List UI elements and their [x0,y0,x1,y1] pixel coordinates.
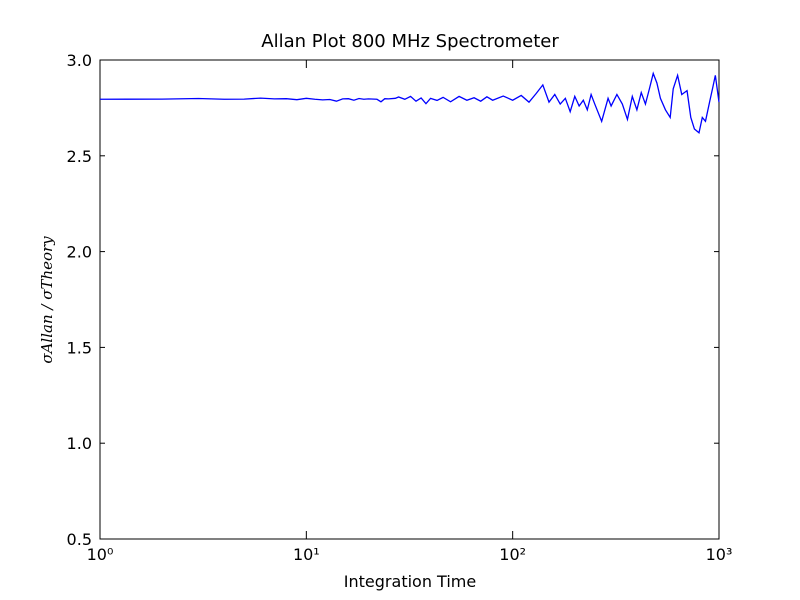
y-tick-label: 1.5 [67,338,92,357]
y-tick-label: 1.0 [67,434,92,453]
y-tick-label: 2.5 [67,147,92,166]
chart-title: Allan Plot 800 MHz Spectrometer [261,31,559,52]
y-axis-label: σAllan / σTheory [38,236,56,364]
y-tick-label: 3.0 [67,51,92,70]
x-tick-label: 10² [499,545,526,564]
x-tick-label: 10³ [706,545,733,564]
x-axis-label: Integration Time [344,572,476,591]
x-tick-label: 10⁰ [87,545,114,564]
plot-frame [99,59,720,540]
data-line [99,71,720,134]
y-tick-label: 0.5 [67,530,92,549]
x-tick-label: 10¹ [293,545,320,564]
y-tick-label: 2.0 [67,243,92,262]
